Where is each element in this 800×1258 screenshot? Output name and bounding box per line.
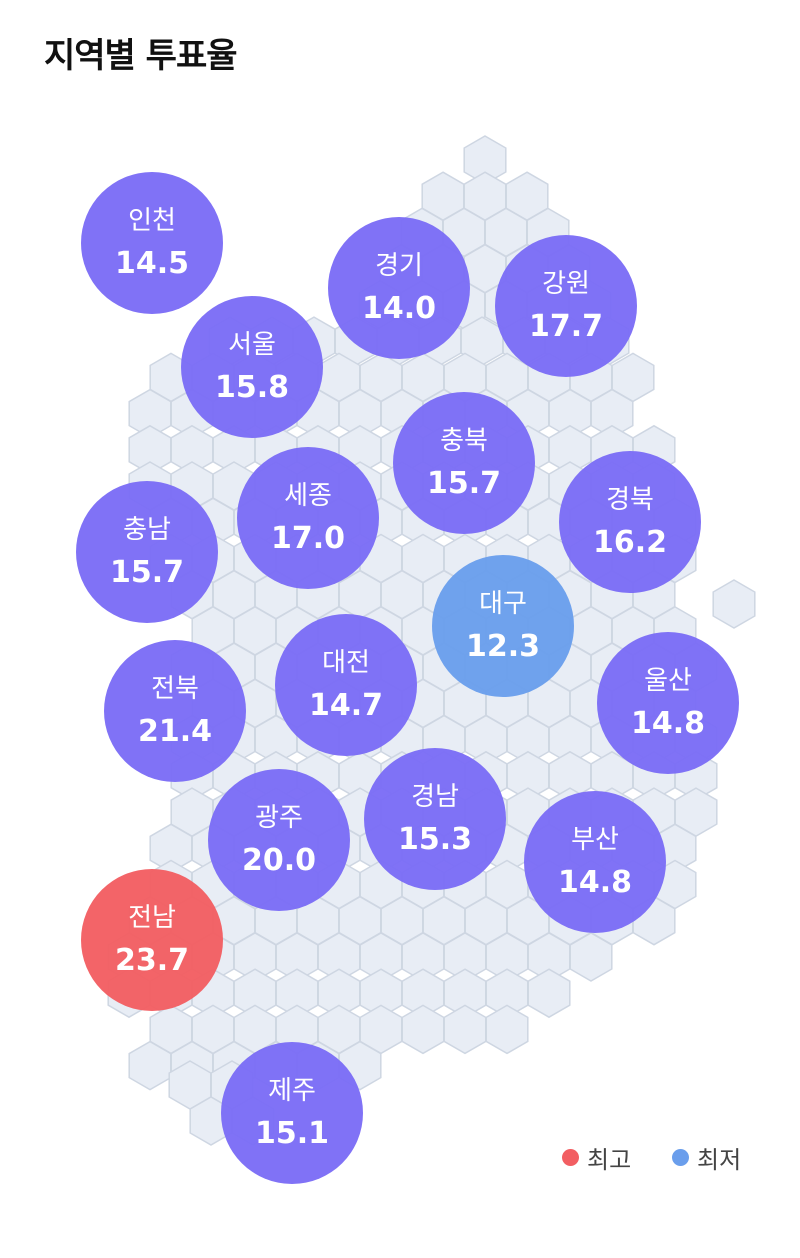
region-value-label: 15.3: [398, 822, 472, 857]
bubble-circle: [221, 1042, 363, 1184]
region-bubble[interactable]: 울산 14.8: [597, 632, 739, 774]
region-bubble[interactable]: 전남 23.7: [81, 869, 223, 1011]
region-name-label: 전남: [128, 903, 176, 933]
region-bubble[interactable]: 인천 14.5: [81, 172, 223, 314]
hex-tile: [443, 1004, 487, 1055]
region-name-label: 경북: [606, 485, 654, 515]
region-bubble[interactable]: 경남 15.3: [364, 748, 506, 890]
region-bubble[interactable]: 충북 15.7: [393, 392, 535, 534]
region-bubble[interactable]: 서울 15.8: [181, 296, 323, 438]
region-value-label: 14.5: [115, 246, 189, 281]
region-name-label: 경기: [375, 251, 423, 281]
region-bubble[interactable]: 세종 17.0: [237, 447, 379, 589]
region-value-label: 14.0: [362, 291, 436, 326]
region-name-label: 경남: [411, 782, 459, 812]
region-bubble[interactable]: 경기 14.0: [328, 217, 470, 359]
bubble-circle: [237, 447, 379, 589]
region-value-label: 20.0: [242, 843, 316, 878]
bubble-circle: [597, 632, 739, 774]
bubble-circle: [495, 235, 637, 377]
region-bubble[interactable]: 충남 15.7: [76, 481, 218, 623]
region-value-label: 14.7: [309, 688, 383, 723]
region-name-label: 울산: [644, 666, 692, 696]
region-name-label: 강원: [542, 269, 590, 299]
region-name-label: 대구: [479, 589, 527, 619]
hex-tile: [712, 579, 756, 629]
region-value-label: 14.8: [558, 865, 632, 900]
region-name-label: 광주: [255, 803, 303, 833]
region-value-label: 16.2: [593, 525, 667, 560]
region-value-label: 17.7: [529, 309, 603, 344]
bubble-circle: [328, 217, 470, 359]
hex-tile: [401, 1004, 445, 1055]
legend-min-marker: [672, 1149, 689, 1166]
region-bubbles: 인천 14.5 경기 14.0 강원 17.7 서울 15.8 충북 15.7 세종 17.0 경북 16…: [76, 172, 739, 1184]
region-bubble[interactable]: 광주 20.0: [208, 769, 350, 911]
region-bubble[interactable]: 강원 17.7: [495, 235, 637, 377]
region-name-label: 부산: [571, 825, 619, 855]
hex-tile: [527, 968, 571, 1019]
region-value-label: 15.8: [215, 370, 289, 405]
bubble-circle: [181, 296, 323, 438]
legend-max: 최고: [562, 1140, 631, 1175]
region-value-label: 14.8: [631, 706, 705, 741]
chart-title: 지역별 투표율: [44, 36, 238, 76]
region-bubble[interactable]: 대구 12.3: [432, 555, 574, 697]
bubble-circle: [432, 555, 574, 697]
bubble-circle: [81, 172, 223, 314]
bubble-circle: [104, 640, 246, 782]
bubble-circle: [81, 869, 223, 1011]
bubble-circle: [275, 614, 417, 756]
region-name-label: 인천: [128, 206, 176, 236]
region-name-label: 제주: [268, 1076, 316, 1106]
region-value-label: 12.3: [466, 629, 540, 664]
region-name-label: 대전: [322, 648, 370, 678]
region-value-label: 23.7: [115, 943, 189, 978]
hex-tile: [569, 932, 613, 982]
region-bubble[interactable]: 전북 21.4: [104, 640, 246, 782]
legend-min-label: 최저: [697, 1146, 742, 1174]
region-name-label: 서울: [228, 330, 276, 360]
bubble-circle: [559, 451, 701, 593]
region-value-label: 15.1: [255, 1116, 329, 1151]
region-value-label: 15.7: [427, 466, 501, 501]
region-bubble[interactable]: 제주 15.1: [221, 1042, 363, 1184]
bubble-circle: [208, 769, 350, 911]
region-bubble[interactable]: 부산 14.8: [524, 791, 666, 933]
bubble-circle: [76, 481, 218, 623]
bubble-circle: [393, 392, 535, 534]
bubble-circle: [364, 748, 506, 890]
legend-min: 최저: [672, 1140, 741, 1175]
region-name-label: 충남: [123, 515, 171, 545]
region-name-label: 세종: [284, 481, 332, 511]
region-value-label: 15.7: [110, 555, 184, 590]
hex-tile: [485, 1004, 529, 1055]
region-name-label: 전북: [151, 674, 199, 704]
bubble-circle: [524, 791, 666, 933]
region-bubble[interactable]: 경북 16.2: [559, 451, 701, 593]
region-value-label: 17.0: [271, 521, 345, 556]
region-bubble[interactable]: 대전 14.7: [275, 614, 417, 756]
legend-max-label: 최고: [587, 1146, 632, 1174]
legend-max-marker: [562, 1149, 579, 1166]
region-value-label: 21.4: [138, 714, 212, 749]
region-name-label: 충북: [440, 426, 488, 456]
